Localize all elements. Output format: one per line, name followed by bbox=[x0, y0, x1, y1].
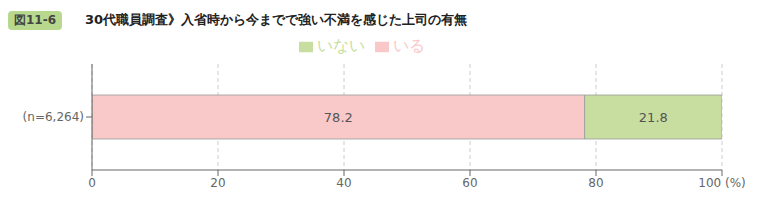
svg-text:(n=6,264): (n=6,264) bbox=[23, 110, 84, 124]
html-text:図11-6: 図11-6 bbox=[14, 12, 56, 27]
html-text:いる: いる bbox=[393, 36, 425, 55]
svg-text:20: 20 bbox=[210, 176, 225, 190]
svg-text:40: 40 bbox=[336, 176, 351, 190]
html-text:30代職員調査》入省時から今までで強い不満を感じた上司の有無: 30代職員調査》入省時から今までで強い不満を感じた上司の有無 bbox=[72, 12, 468, 27]
svg-text:78.2: 78.2 bbox=[324, 110, 353, 125]
svg-text:0: 0 bbox=[88, 176, 96, 190]
svg-text:60: 60 bbox=[462, 176, 477, 190]
svg-text:80: 80 bbox=[588, 176, 603, 190]
svg-text:21.8: 21.8 bbox=[639, 110, 668, 125]
svg-text:100 (%): 100 (%) bbox=[698, 176, 745, 190]
html-text:いない: いない bbox=[317, 36, 365, 55]
